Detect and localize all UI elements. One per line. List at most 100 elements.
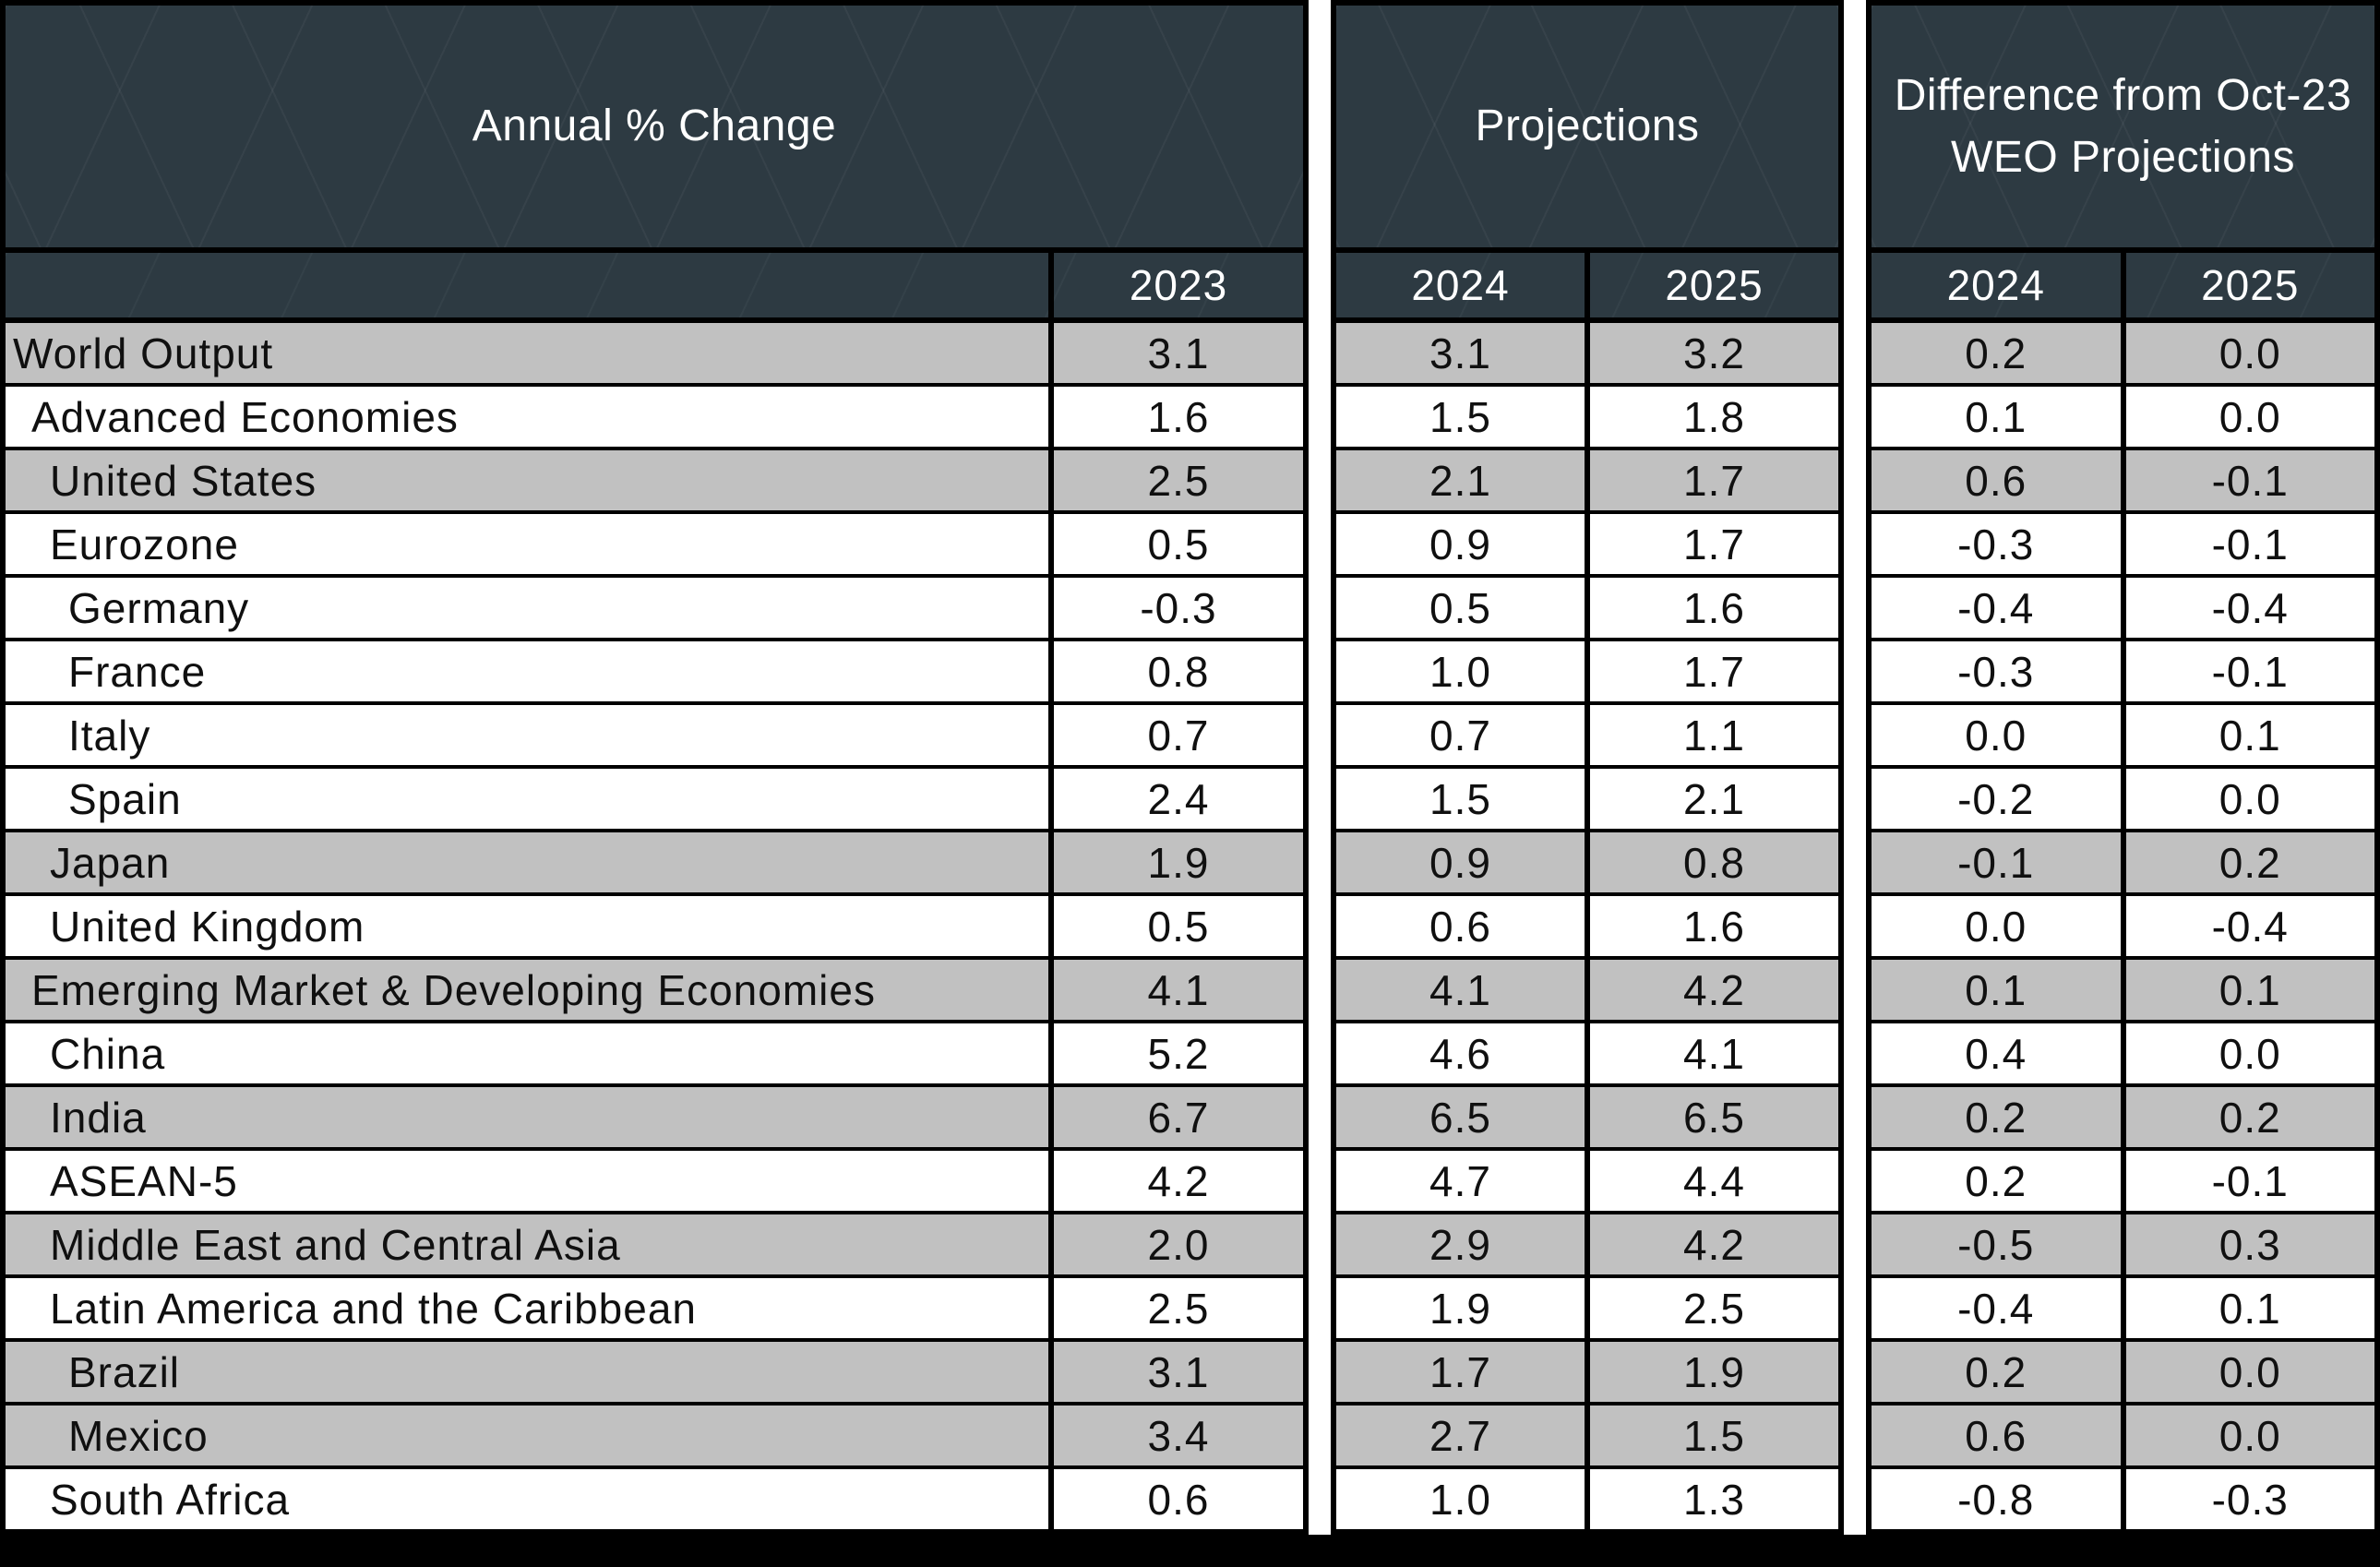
cell-y2023: 0.5 [1048, 896, 1303, 956]
cell-d2025: 0.0 [2120, 1406, 2374, 1465]
cell-d2024: -0.3 [1872, 641, 2121, 701]
row-label: India [6, 1087, 1048, 1147]
cell-p2024: 0.9 [1336, 514, 1585, 574]
table-row: 0.2 0.0 [1872, 1342, 2374, 1406]
rows: World Output 3.1 Advanced Economies 1.6 Unit… [6, 323, 1303, 1529]
cell-d2024: -0.3 [1872, 514, 2121, 574]
table-row: India 6.7 [6, 1087, 1303, 1151]
cell-p2024: 4.7 [1336, 1151, 1585, 1211]
cell-p2025: 0.8 [1585, 832, 1838, 892]
year-header-row: 2024 2025 [1872, 253, 2374, 323]
cell-p2025: 1.7 [1585, 514, 1838, 574]
table-row: 4.6 4.1 [1336, 1023, 1838, 1087]
cell-d2025: -0.1 [2120, 641, 2374, 701]
row-label: Eurozone [6, 514, 1048, 574]
table-row: 0.0 0.1 [1872, 705, 2374, 769]
cell-p2025: 6.5 [1585, 1087, 1838, 1147]
table-row: United States 2.5 [6, 450, 1303, 514]
cell-p2024: 4.1 [1336, 960, 1585, 1020]
table-row: France 0.8 [6, 641, 1303, 705]
cell-p2024: 2.1 [1336, 450, 1585, 510]
cell-p2025: 4.4 [1585, 1151, 1838, 1211]
row-label: Emerging Market & Developing Economies [6, 960, 1048, 1020]
table-row: Italy 0.7 [6, 705, 1303, 769]
year-header-row: 2024 2025 [1336, 253, 1838, 323]
cell-d2025: -0.1 [2120, 1151, 2374, 1211]
section-title-text: Difference from Oct-23 WEO Projections [1894, 70, 2352, 182]
year-header-spacer [6, 253, 1048, 317]
cell-y2023: 4.2 [1048, 1151, 1303, 1211]
year-header-2024: 2024 [1411, 261, 1510, 309]
table-row: -0.1 0.2 [1872, 832, 2374, 896]
cell-d2024: 0.0 [1872, 705, 2121, 765]
cell-p2025: 2.5 [1585, 1278, 1838, 1338]
row-label: Middle East and Central Asia [6, 1214, 1048, 1274]
table-row: -0.4 0.1 [1872, 1278, 2374, 1342]
table-row: 0.2 0.2 [1872, 1087, 2374, 1151]
cell-p2025: 1.3 [1585, 1469, 1838, 1529]
table-row: 0.1 0.1 [1872, 960, 2374, 1023]
cell-y2023: 0.6 [1048, 1469, 1303, 1529]
table-row: 1.9 2.5 [1336, 1278, 1838, 1342]
row-label: World Output [6, 323, 1048, 383]
cell-y2023: 4.1 [1048, 960, 1303, 1020]
table-row: United Kingdom 0.5 [6, 896, 1303, 960]
cell-p2024: 1.9 [1336, 1278, 1585, 1338]
row-label: Advanced Economies [6, 387, 1048, 447]
table-row: Mexico 3.4 [6, 1406, 1303, 1469]
table-row: 0.6 -0.1 [1872, 450, 2374, 514]
cell-y2023: 2.4 [1048, 769, 1303, 829]
cell-d2025: -0.3 [2120, 1469, 2374, 1529]
cell-p2025: 1.6 [1585, 896, 1838, 956]
cell-p2024: 4.6 [1336, 1023, 1585, 1083]
cell-p2025: 1.1 [1585, 705, 1838, 765]
table-row: 3.1 3.2 [1336, 323, 1838, 387]
table-row: Emerging Market & Developing Economies 4.… [6, 960, 1303, 1023]
table-row: 4.7 4.4 [1336, 1151, 1838, 1214]
table-row: -0.5 0.3 [1872, 1214, 2374, 1278]
cell-d2025: 0.0 [2120, 1342, 2374, 1402]
cell-y2023: 2.5 [1048, 1278, 1303, 1338]
cell-p2025: 1.7 [1585, 450, 1838, 510]
section-title-band: Annual % Change [6, 6, 1303, 253]
cell-d2025: 0.1 [2120, 960, 2374, 1020]
cell-y2023: 3.1 [1048, 1342, 1303, 1402]
row-label: Germany [6, 578, 1048, 638]
table-row: 1.0 1.3 [1336, 1469, 1838, 1529]
cell-p2025: 4.2 [1585, 1214, 1838, 1274]
cell-y2023: -0.3 [1048, 578, 1303, 638]
cell-y2023: 5.2 [1048, 1023, 1303, 1083]
cell-d2024: -0.4 [1872, 1278, 2121, 1338]
year-header-2025: 2025 [2120, 253, 2375, 317]
cell-y2023: 3.4 [1048, 1406, 1303, 1465]
year-header-row: 2023 [6, 253, 1303, 323]
cell-d2024: -0.8 [1872, 1469, 2121, 1529]
cell-d2024: 0.2 [1872, 323, 2121, 383]
cell-p2025: 2.1 [1585, 769, 1838, 829]
cell-d2024: 0.1 [1872, 387, 2121, 447]
section-title-band: Difference from Oct-23 WEO Projections [1872, 6, 2374, 253]
table-row: 6.5 6.5 [1336, 1087, 1838, 1151]
table-row: China 5.2 [6, 1023, 1303, 1087]
table-row: Eurozone 0.5 [6, 514, 1303, 578]
cell-d2024: -0.2 [1872, 769, 2121, 829]
cell-p2025: 1.5 [1585, 1406, 1838, 1465]
cell-y2023: 3.1 [1048, 323, 1303, 383]
cell-d2024: 0.2 [1872, 1087, 2121, 1147]
table-row: Latin America and the Caribbean 2.5 [6, 1278, 1303, 1342]
row-label: United Kingdom [6, 896, 1048, 956]
cell-y2023: 0.8 [1048, 641, 1303, 701]
table-row: 2.7 1.5 [1336, 1406, 1838, 1469]
section-title-text: Annual % Change [472, 102, 837, 151]
cell-y2023: 0.7 [1048, 705, 1303, 765]
table-row: 0.6 1.6 [1336, 896, 1838, 960]
cell-p2024: 1.0 [1336, 641, 1585, 701]
row-label: United States [6, 450, 1048, 510]
cell-p2024: 3.1 [1336, 323, 1585, 383]
cell-d2025: -0.1 [2120, 514, 2374, 574]
cell-d2024: -0.1 [1872, 832, 2121, 892]
cell-d2024: -0.4 [1872, 578, 2121, 638]
cell-p2024: 1.0 [1336, 1469, 1585, 1529]
row-label: South Africa [6, 1469, 1048, 1529]
table-row: ASEAN-5 4.2 [6, 1151, 1303, 1214]
